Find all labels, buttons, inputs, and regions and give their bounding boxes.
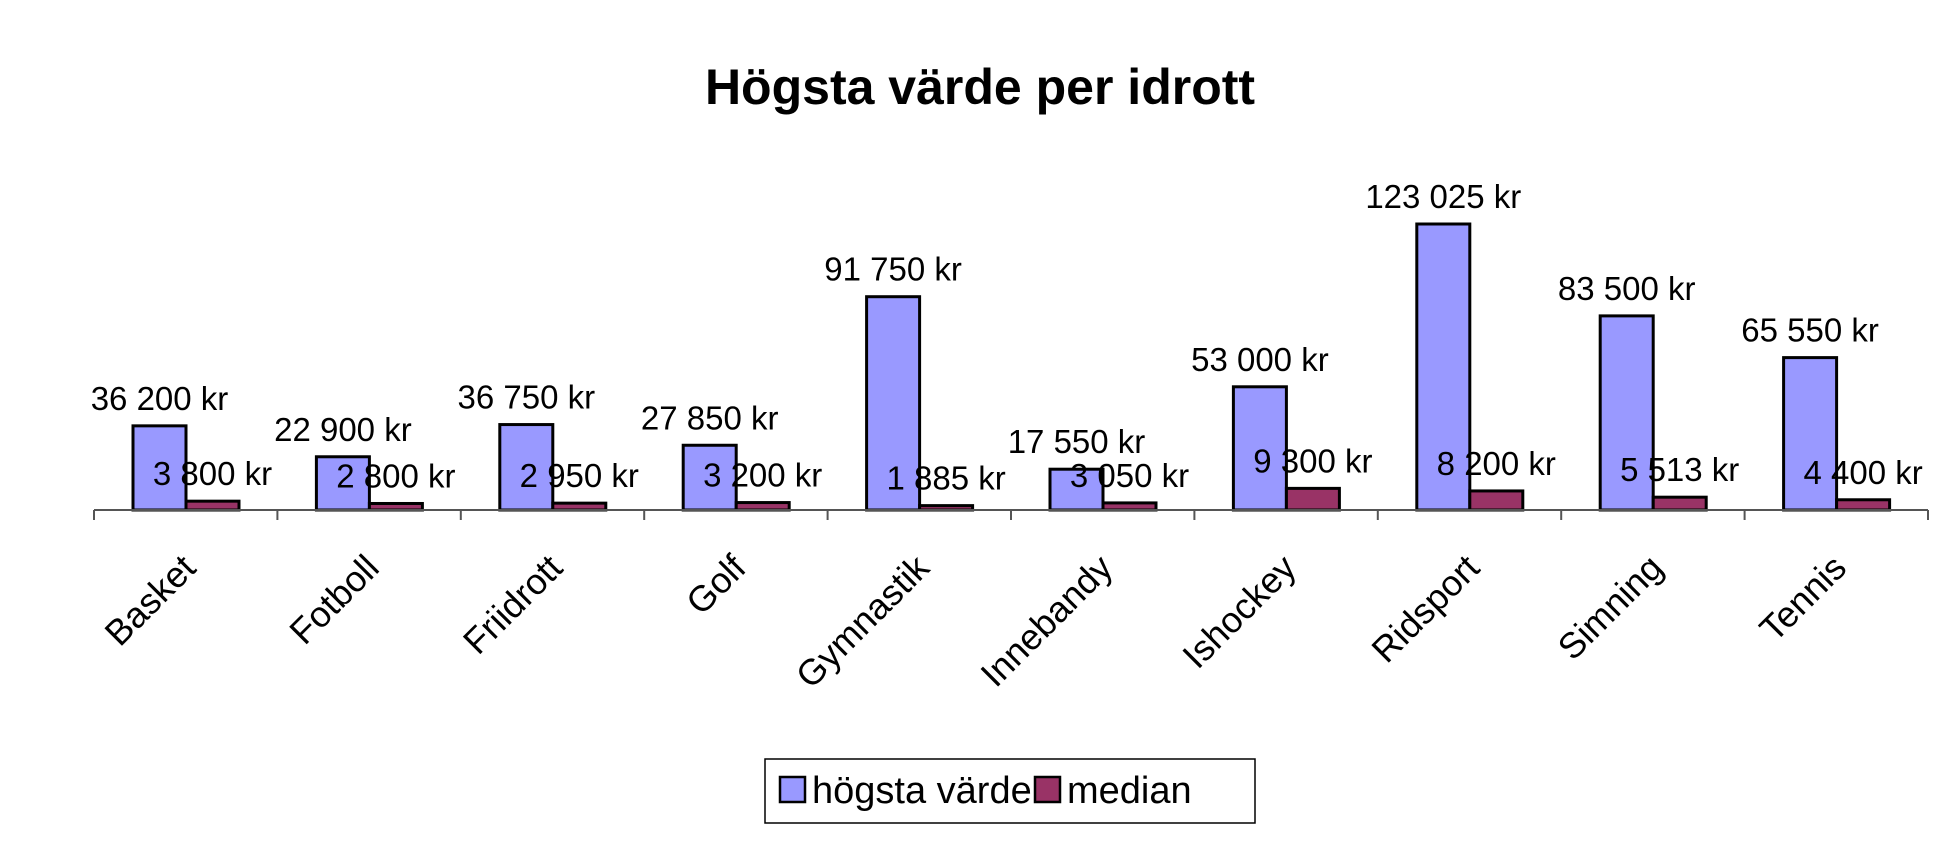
x-tick-label: Innebandy <box>972 547 1120 695</box>
bar-median <box>1468 489 1525 512</box>
data-label-median: 4 400 kr <box>1803 454 1922 491</box>
data-label-hogsta-varde: 91 750 kr <box>824 251 962 288</box>
data-label-median: 3 800 kr <box>153 455 272 492</box>
data-label-hogsta-varde: 53 000 kr <box>1191 341 1329 378</box>
bar-hogsta-varde <box>1048 467 1105 512</box>
x-tick-label: Ridsport <box>1363 547 1487 671</box>
data-label-hogsta-varde: 22 900 kr <box>274 411 412 448</box>
data-label-hogsta-varde: 65 550 kr <box>1741 312 1879 349</box>
legend-label: högsta värde <box>812 770 1032 812</box>
data-label-median: 8 200 kr <box>1437 445 1556 482</box>
data-label-median: 1 885 kr <box>886 460 1005 497</box>
data-label-median: 3 200 kr <box>703 457 822 494</box>
data-label-hogsta-varde: 123 025 kr <box>1365 178 1521 215</box>
bar-median <box>1651 495 1708 512</box>
bar-median <box>1101 501 1158 512</box>
legend-label: median <box>1067 770 1192 812</box>
data-label-hogsta-varde: 17 550 kr <box>1008 423 1146 460</box>
x-tick-label: Fotboll <box>281 547 386 652</box>
x-tick-label: Basket <box>97 547 204 654</box>
x-tick-label: Tennis <box>1751 547 1854 650</box>
bar-median <box>1835 498 1892 512</box>
x-tick-label: Friidrott <box>455 547 570 662</box>
bar-median <box>734 501 791 512</box>
legend-swatch <box>778 775 807 804</box>
bar-median <box>551 501 608 512</box>
bar-median <box>184 499 241 512</box>
bar-hogsta-varde <box>1598 314 1655 512</box>
data-label-hogsta-varde: 36 200 kr <box>91 380 229 417</box>
chart-title: Högsta värde per idrott <box>705 59 1255 115</box>
data-label-median: 9 300 kr <box>1253 442 1372 479</box>
data-label-median: 3 050 kr <box>1070 457 1189 494</box>
bar-hogsta-varde <box>498 423 555 512</box>
bar-median <box>1284 486 1341 512</box>
data-label-median: 5 513 kr <box>1620 451 1739 488</box>
x-tick-label: Simning <box>1550 547 1671 668</box>
legend-swatch <box>1033 775 1062 804</box>
legend-box <box>764 758 1256 824</box>
data-label-median: 2 800 kr <box>336 457 455 494</box>
legend: högsta värde median <box>764 758 1256 824</box>
x-tick-label: Ishockey <box>1174 547 1303 676</box>
bar-hogsta-varde <box>681 443 738 512</box>
data-label-median: 2 950 kr <box>520 457 639 494</box>
data-label-hogsta-varde: 36 750 kr <box>458 379 596 416</box>
x-tick-label: Gymnastik <box>788 546 938 696</box>
x-tick-label: Golf <box>678 546 754 622</box>
data-label-hogsta-varde: 27 850 kr <box>641 399 779 436</box>
data-label-hogsta-varde: 83 500 kr <box>1558 270 1696 307</box>
